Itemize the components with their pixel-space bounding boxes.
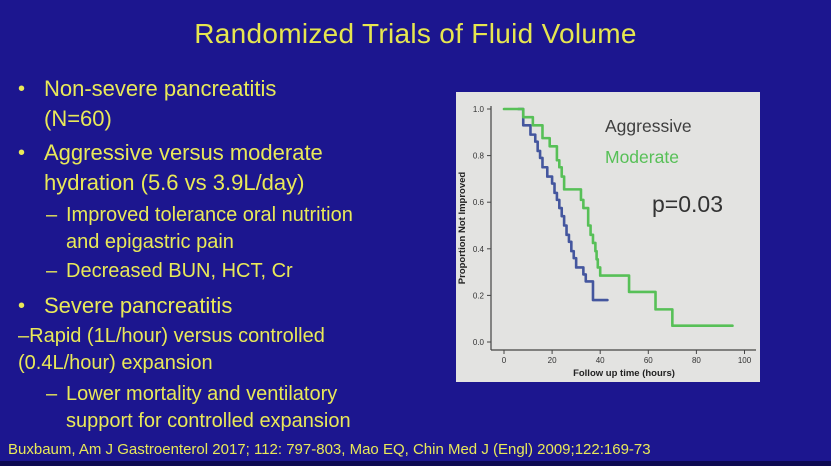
sub-bullet-item: –Rapid (1L/hour) versus controlled (0.4L…: [18, 325, 325, 374]
sub-bullet-item: – Decreased BUN, HCT, Cr: [46, 258, 458, 285]
bullet-item: • Severe pancreatitis: [18, 291, 458, 321]
sub-bullet-item: – Improved tolerance oral nutrition and …: [46, 202, 458, 256]
svg-text:40: 40: [596, 356, 605, 365]
slide-title: Randomized Trials of Fluid Volume: [194, 18, 637, 49]
svg-text:Follow up time (hours): Follow up time (hours): [573, 368, 675, 379]
bullet-text: Aggressive versus moderate hydration (5.…: [44, 140, 323, 195]
dash-marker: –: [46, 260, 58, 282]
svg-text:1.0: 1.0: [473, 105, 485, 114]
bullet-dot: •: [18, 78, 26, 100]
svg-text:0: 0: [502, 356, 507, 365]
svg-text:0.0: 0.0: [473, 338, 485, 347]
svg-text:100: 100: [738, 356, 752, 365]
svg-text:60: 60: [644, 356, 653, 365]
svg-text:0.6: 0.6: [473, 198, 485, 207]
km-chart-panel: 0.0 0.2 0.4 0.6 0.8 1.0 0 20 40 60 80 100 Follow up …: [456, 92, 760, 382]
sub-bullet-item: – Lower mortality and ventilatory suppor…: [46, 381, 458, 435]
svg-text:0.4: 0.4: [473, 245, 485, 254]
bullet-dot: •: [18, 142, 26, 164]
bottom-edge-strip: [0, 461, 831, 466]
svg-text:0.8: 0.8: [473, 152, 485, 161]
dash-marker: –: [46, 383, 58, 405]
bullet-text: Non-severe pancreatitis (N=60): [44, 76, 277, 131]
bullet-dot: •: [18, 295, 26, 317]
bullet-list: • Non-severe pancreatitis (N=60) • Aggre…: [18, 74, 458, 435]
svg-text:Proportion Not Improved: Proportion Not Improved: [457, 172, 468, 285]
svg-text:0.2: 0.2: [473, 291, 485, 300]
sub-bullet-text: Decreased BUN, HCT, Cr: [66, 260, 293, 282]
bullet-item: • Non-severe pancreatitis (N=60): [18, 74, 458, 134]
svg-text:80: 80: [692, 356, 701, 365]
svg-text:Moderate: Moderate: [605, 147, 679, 167]
svg-text:20: 20: [548, 356, 557, 365]
sub-bullet-text: Improved tolerance oral nutrition and ep…: [66, 204, 353, 253]
svg-text:Aggressive: Aggressive: [605, 116, 692, 136]
bullet-item: • Aggressive versus moderate hydration (…: [18, 138, 458, 198]
sub-bullet-text: Lower mortality and ventilatory support …: [66, 383, 351, 432]
dash-marker: –: [46, 204, 58, 226]
citation-text: Buxbaum, Am J Gastroenterol 2017; 112: 7…: [8, 441, 651, 458]
km-chart-svg: 0.0 0.2 0.4 0.6 0.8 1.0 0 20 40 60 80 100 Follow up …: [457, 105, 756, 379]
svg-text:p=0.03: p=0.03: [652, 191, 723, 217]
bullet-text: Severe pancreatitis: [44, 293, 233, 318]
